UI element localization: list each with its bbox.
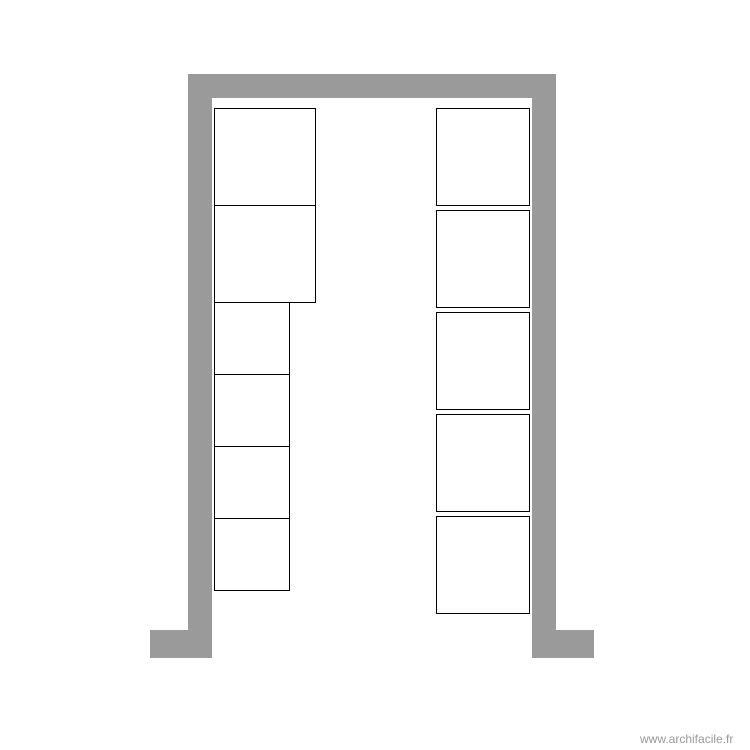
wall-bottom-right: [532, 630, 594, 658]
left-box-4: [214, 374, 290, 447]
watermark-text: www.archifacile.fr: [640, 732, 733, 746]
wall-right: [532, 74, 556, 658]
left-box-1: [214, 108, 316, 206]
wall-top: [188, 74, 556, 98]
wall-bottom-left: [150, 630, 212, 658]
left-box-2: [214, 205, 316, 303]
left-box-3: [214, 302, 290, 375]
right-box-4: [436, 414, 530, 512]
right-box-5: [436, 516, 530, 614]
left-box-5: [214, 446, 290, 519]
right-box-3: [436, 312, 530, 410]
wall-left: [188, 74, 212, 658]
right-box-2: [436, 210, 530, 308]
left-box-6: [214, 518, 290, 591]
right-box-1: [436, 108, 530, 206]
